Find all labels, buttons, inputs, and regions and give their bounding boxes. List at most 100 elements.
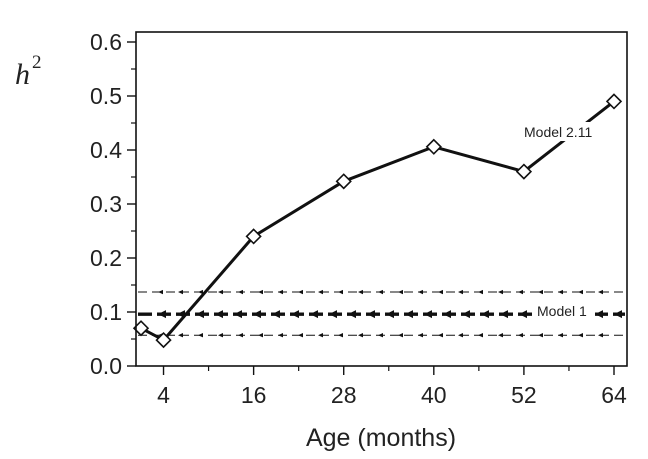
x-tick-label: 40 [421, 382, 447, 408]
band-arrow [538, 333, 543, 338]
x-axis-label: Age (months) [306, 424, 456, 452]
band-arrow [378, 289, 383, 295]
data-point-marker [515, 163, 533, 180]
band-arrow [318, 333, 323, 338]
band-arrow [378, 333, 383, 338]
band-arrow [358, 289, 363, 295]
y-tick-label: 0.5 [90, 83, 122, 109]
data-point-marker [245, 228, 262, 245]
confidence-band [138, 289, 625, 338]
model-2-11-label: Model 2.11 [524, 124, 592, 140]
model-1-arrow [367, 310, 375, 319]
band-arrow [398, 333, 403, 338]
band-arrow [498, 333, 503, 338]
band-arrow [218, 333, 223, 338]
data-point-marker [425, 138, 442, 155]
data-points [132, 93, 623, 349]
model-1-arrow [253, 310, 261, 319]
model-1-arrow [196, 310, 204, 319]
band-arrow [278, 333, 283, 338]
model-1-arrow [519, 310, 527, 319]
model-1-arrow [158, 310, 166, 319]
data-point-marker [605, 93, 623, 110]
y-axis-title: h 2 [15, 52, 42, 91]
band-arrow [478, 333, 483, 338]
x-tick-label: 28 [331, 382, 357, 408]
x-tick-label: 52 [511, 382, 537, 408]
band-arrow [178, 333, 183, 338]
band-arrow [578, 289, 583, 295]
band-arrow [438, 333, 443, 338]
band-arrow [418, 333, 423, 338]
band-arrow [458, 289, 463, 295]
band-arrow [178, 289, 183, 295]
y-tick-label: 0.0 [90, 353, 122, 379]
x-tick-label: 4 [157, 382, 170, 408]
model-1-arrow [329, 310, 337, 319]
band-arrow [418, 289, 423, 295]
plot-frame [135, 31, 628, 367]
band-arrow [298, 289, 303, 295]
band-arrow [458, 333, 463, 338]
band-arrow [598, 333, 603, 338]
band-arrow [338, 289, 343, 295]
band-arrow [318, 289, 323, 295]
band-arrow [158, 289, 163, 295]
data-point-marker [335, 173, 352, 190]
annotation-background [533, 301, 595, 321]
model-1-arrow [443, 310, 451, 319]
x-axis: 4 16 28 40 52 64 [157, 366, 627, 408]
band-arrow [238, 289, 243, 295]
model-1-arrow [595, 310, 603, 319]
band-arrow [298, 333, 303, 338]
band-arrow [218, 289, 223, 295]
y-tick-label: 0.4 [90, 137, 122, 163]
model-1-arrow [614, 310, 622, 319]
x-tick-label: 64 [601, 382, 627, 408]
model-1-arrow [272, 310, 280, 319]
model-1-arrow [215, 310, 223, 319]
band-arrow [278, 289, 283, 295]
band-arrow [518, 289, 523, 295]
model-1-arrow [462, 310, 470, 319]
data-point-marker [155, 331, 172, 349]
model-1-arrow [500, 310, 508, 319]
y-tick-label: 0.3 [90, 191, 122, 217]
y-axis-label-superscript: 2 [32, 52, 42, 73]
band-arrow [438, 289, 443, 295]
y-axis-label: h [15, 58, 30, 91]
band-arrow [198, 333, 203, 338]
band-arrow [338, 333, 343, 338]
model-1-arrow [310, 310, 318, 319]
y-axis: 0.0 0.1 0.2 0.3 0.4 0.5 0.6 [90, 29, 136, 379]
model-1-label: Model 1 [537, 303, 587, 319]
y-tick-label: 0.6 [90, 29, 122, 55]
annotations: Model 2.11 Model 1 [521, 122, 613, 321]
model-1-arrow [291, 310, 299, 319]
band-arrow [398, 289, 403, 295]
band-arrow [538, 289, 543, 295]
model-1-arrow [424, 310, 432, 319]
band-arrow [258, 289, 263, 295]
band-arrow [258, 333, 263, 338]
model-1-arrow [405, 310, 413, 319]
annotation-background [521, 122, 613, 141]
band-arrow [238, 333, 243, 338]
band-arrow [578, 333, 583, 338]
model-1-arrow [481, 310, 489, 319]
band-arrow [498, 289, 503, 295]
y-tick-label: 0.1 [90, 299, 122, 325]
band-arrow [558, 289, 563, 295]
band-arrow [198, 289, 203, 295]
band-arrow [518, 333, 523, 338]
model-1-arrow [234, 310, 242, 319]
model-1-arrow [386, 310, 394, 319]
band-arrow [558, 333, 563, 338]
band-arrow [478, 289, 483, 295]
band-arrow [358, 333, 363, 338]
y-tick-label: 0.2 [90, 245, 122, 271]
band-arrow [598, 289, 603, 295]
model-1-arrow [348, 310, 356, 319]
x-tick-label: 16 [241, 382, 267, 408]
